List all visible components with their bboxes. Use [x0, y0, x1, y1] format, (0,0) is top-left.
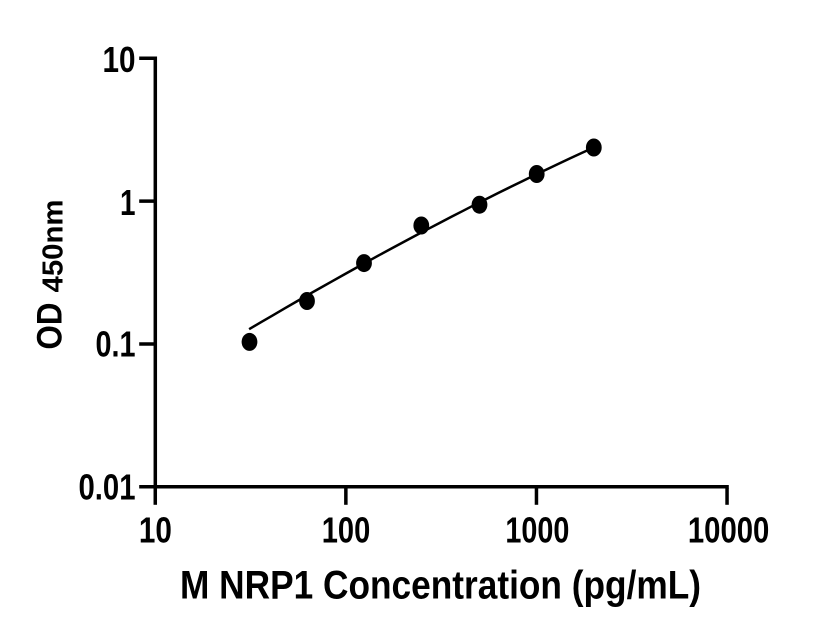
- svg-text:OD: OD: [31, 303, 70, 350]
- svg-text:M NRP1 Concentration (pg/mL): M NRP1 Concentration (pg/mL): [180, 563, 701, 607]
- svg-text:0.01: 0.01: [79, 467, 136, 508]
- svg-text:0.1: 0.1: [96, 324, 136, 365]
- svg-text:10: 10: [139, 509, 172, 550]
- svg-text:10000: 10000: [688, 509, 770, 550]
- svg-text:1: 1: [120, 182, 136, 223]
- svg-text:1000: 1000: [505, 509, 569, 550]
- svg-text:100: 100: [322, 509, 371, 550]
- svg-text:450nm: 450nm: [37, 200, 69, 293]
- svg-text:10: 10: [103, 39, 136, 80]
